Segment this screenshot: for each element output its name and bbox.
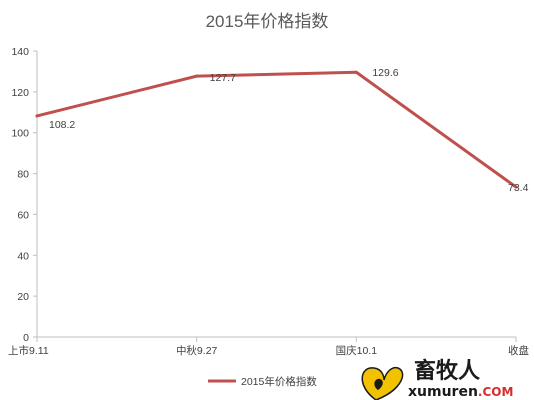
legend-label: 2015年价格指数 bbox=[241, 375, 317, 388]
y-tick-label: 40 bbox=[17, 250, 29, 262]
y-tick-label: 140 bbox=[11, 46, 29, 58]
data-point bbox=[195, 74, 199, 78]
watermark: 畜牧人 xumuren.COM bbox=[361, 358, 513, 400]
watermark-domain-suffix: .COM bbox=[478, 385, 514, 399]
series-line bbox=[35, 70, 518, 189]
x-tick-label: 收盘 bbox=[508, 344, 529, 357]
y-tick-label: 80 bbox=[17, 169, 29, 181]
heart-drop-logo-icon bbox=[361, 366, 404, 400]
data-label: 73.4 bbox=[508, 182, 529, 194]
x-tick-label: 上市9.11 bbox=[8, 344, 49, 357]
y-tick-label: 120 bbox=[11, 87, 29, 99]
watermark-domain-main: xumuren bbox=[408, 384, 478, 400]
data-point bbox=[35, 114, 39, 118]
data-labels: 108.2 127.7 129.6 73.4 bbox=[49, 67, 529, 194]
data-label: 129.6 bbox=[372, 67, 398, 79]
x-axis: 上市9.11 中秋9.27 国庆10.1 收盘 bbox=[8, 336, 529, 357]
y-axis: 0 20 40 60 80 100 120 140 bbox=[11, 46, 38, 344]
x-tick-label: 中秋9.27 bbox=[176, 344, 218, 357]
data-label: 108.2 bbox=[49, 119, 75, 131]
y-tick-label: 60 bbox=[17, 209, 29, 221]
data-label: 127.7 bbox=[210, 72, 236, 84]
data-point bbox=[354, 70, 358, 74]
y-tick-label: 20 bbox=[17, 291, 29, 303]
data-point bbox=[514, 185, 518, 189]
x-tick-label: 国庆10.1 bbox=[336, 344, 378, 357]
watermark-chinese: 畜牧人 bbox=[414, 358, 480, 384]
legend: 2015年价格指数 bbox=[208, 375, 317, 388]
y-tick-label: 100 bbox=[11, 128, 29, 140]
watermark-domain: xumuren.COM bbox=[408, 384, 513, 400]
chart-title: 2015年价格指数 bbox=[206, 12, 329, 31]
series-layer bbox=[35, 70, 518, 189]
y-tick-label: 0 bbox=[23, 332, 29, 344]
